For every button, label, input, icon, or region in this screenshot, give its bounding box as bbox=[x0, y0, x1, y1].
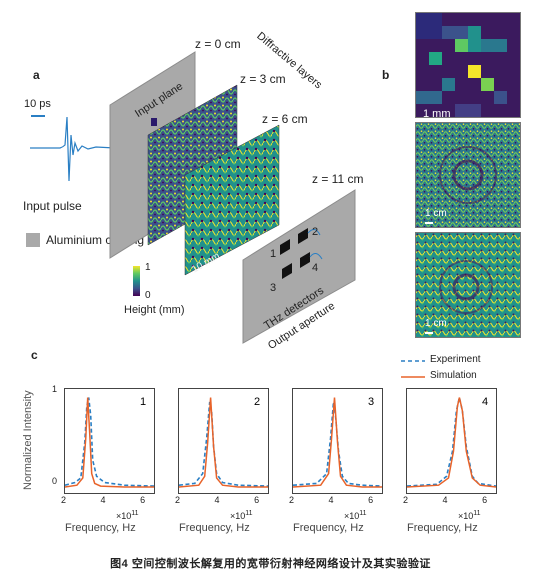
x-multiplier: ×1011 bbox=[230, 510, 253, 521]
x-multiplier: ×1011 bbox=[458, 510, 481, 521]
scale-bar-mid bbox=[425, 222, 433, 224]
x-axis-label: Frequency, Hz bbox=[179, 522, 250, 534]
input-height-map bbox=[415, 12, 521, 118]
scale-label-mid: 1 cm bbox=[425, 208, 447, 219]
series-line-simulation bbox=[407, 397, 496, 488]
x-tick-label: 6 bbox=[368, 495, 374, 505]
colorbar-min: 0 bbox=[145, 290, 151, 301]
detector-1-label: 1 bbox=[270, 248, 277, 260]
x-tick-label: 4 bbox=[214, 495, 220, 505]
x-tick-label: 6 bbox=[140, 495, 146, 505]
output-aperture-plane bbox=[242, 189, 356, 344]
legend-simulation-label: Simulation bbox=[430, 370, 477, 381]
series-line-simulation bbox=[65, 397, 154, 488]
y-axis-label: Normalized Intensity bbox=[22, 390, 34, 490]
colorbar-max: 1 bbox=[145, 262, 151, 273]
x-tick-label: 4 bbox=[442, 495, 448, 505]
x-axis-label: Frequency, Hz bbox=[65, 522, 136, 534]
x-tick-label: 2 bbox=[61, 495, 67, 505]
x-tick-label: 6 bbox=[254, 495, 260, 505]
z6-label: z = 6 cm bbox=[262, 112, 308, 126]
scale-label-bot: 1 cm bbox=[425, 318, 447, 329]
y-tick-max: 1 bbox=[52, 384, 58, 394]
x-multiplier-exponent: 11 bbox=[131, 510, 139, 517]
x-tick-label: 6 bbox=[482, 495, 488, 505]
y-tick-min: 0 bbox=[52, 476, 58, 486]
x-multiplier-exponent: 11 bbox=[359, 510, 367, 517]
spectrum-subplot-3: 3 bbox=[292, 388, 383, 494]
x-tick-label: 4 bbox=[328, 495, 334, 505]
x-tick-label: 2 bbox=[289, 495, 295, 505]
detector-2-label: 2 bbox=[312, 226, 319, 238]
scale-label-top: 1 mm bbox=[423, 108, 451, 120]
z0-label: z = 0 cm bbox=[195, 37, 241, 51]
input-pulse-label: Input pulse bbox=[23, 199, 82, 213]
detector-3-label: 3 bbox=[270, 282, 277, 294]
subplot-number: 3 bbox=[368, 396, 374, 408]
x-axis-label: Frequency, Hz bbox=[407, 522, 478, 534]
x-multiplier-exponent: 11 bbox=[245, 510, 253, 517]
layer-1-height-map bbox=[415, 122, 521, 228]
height-colorbar bbox=[133, 266, 140, 296]
series-line-experiment bbox=[407, 397, 496, 487]
diffractive-layer-2 bbox=[184, 124, 280, 276]
legend-experiment-line bbox=[401, 360, 425, 362]
x-multiplier: ×1011 bbox=[116, 510, 139, 521]
colorbar-label: Height (mm) bbox=[124, 304, 185, 316]
x-axis-label: Frequency, Hz bbox=[293, 522, 364, 534]
panel-a-letter: a bbox=[33, 68, 40, 82]
subplot-number: 4 bbox=[482, 396, 488, 408]
panel-c-letter: c bbox=[31, 348, 38, 362]
spectrum-subplot-2: 2 bbox=[178, 388, 269, 494]
legend-simulation-line bbox=[401, 376, 425, 378]
pulse-scale-label: 10 ps bbox=[24, 98, 51, 110]
x-multiplier: ×1011 bbox=[344, 510, 367, 521]
series-line-experiment bbox=[65, 397, 154, 487]
series-line-experiment bbox=[179, 401, 268, 487]
x-tick-label: 4 bbox=[100, 495, 106, 505]
spectrum-subplot-1: 1 bbox=[64, 388, 155, 494]
x-multiplier-exponent: 11 bbox=[473, 510, 481, 517]
series-line-experiment bbox=[293, 401, 382, 487]
x-tick-label: 2 bbox=[175, 495, 181, 505]
pulse-scale-bar bbox=[31, 115, 45, 117]
series-line-simulation bbox=[293, 397, 382, 488]
figure-caption: 图4 空间控制波长解复用的宽带衍射神经网络设计及其实验验证 bbox=[110, 558, 431, 570]
z3-label: z = 3 cm bbox=[240, 72, 286, 86]
legend: Experiment Simulation bbox=[400, 354, 520, 386]
coating-swatch bbox=[26, 233, 40, 247]
series-line-simulation bbox=[179, 397, 268, 488]
input-pulse-waveform bbox=[30, 116, 115, 182]
subplot-number: 1 bbox=[140, 396, 146, 408]
detector-4-label: 4 bbox=[312, 262, 319, 274]
x-tick-label: 2 bbox=[403, 495, 409, 505]
scale-bar-bot bbox=[425, 332, 433, 334]
panel-b-letter: b bbox=[382, 68, 390, 82]
legend-experiment-label: Experiment bbox=[430, 354, 481, 365]
z11-label: z = 11 cm bbox=[312, 172, 364, 186]
layer-2-height-map bbox=[415, 232, 521, 338]
subplot-number: 2 bbox=[254, 396, 260, 408]
spectrum-subplot-4: 4 bbox=[406, 388, 497, 494]
